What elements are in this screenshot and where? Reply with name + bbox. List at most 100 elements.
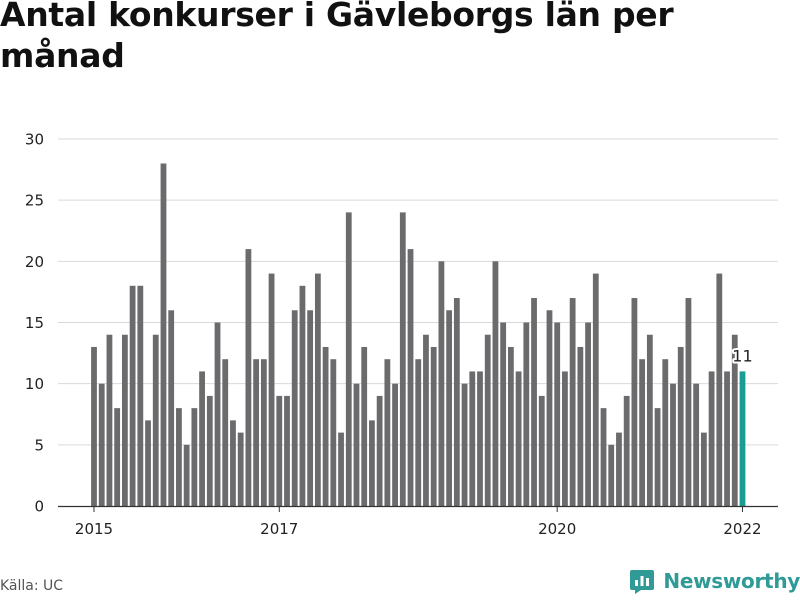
bar [345,212,352,506]
bar [338,432,344,506]
bar [546,310,553,506]
bar [538,395,545,506]
bar [453,298,460,506]
bar [268,273,275,506]
bar [299,285,306,506]
bar [98,383,105,506]
bar [446,310,453,506]
bar [708,371,715,506]
bar [438,261,445,506]
bar [152,334,159,506]
bar [137,285,144,506]
bar [700,432,707,506]
bar [222,359,229,506]
bar [114,408,121,506]
y-axis-ticks: 0 5 10 15 20 25 30 [25,131,44,516]
bar-latest [739,371,746,506]
bar [353,383,360,506]
bar [276,395,283,506]
bar [507,346,514,506]
bar [361,346,368,506]
bar [399,212,406,506]
brand-logo[interactable]: Newsworthy [629,568,800,594]
bar [384,359,391,506]
bar [199,371,205,506]
bar [369,420,375,506]
y-tick-label: 25 [25,192,44,210]
newsworthy-logo-icon [630,570,655,594]
bar [160,163,167,506]
bar [492,261,499,506]
bar [330,359,337,506]
bar [392,383,398,506]
bar [523,322,530,506]
bar [314,273,321,506]
bar [376,395,383,506]
bar [600,408,607,506]
data-labels: 11 [730,344,754,367]
bar [569,298,576,506]
x-tick-label: 2020 [538,520,576,538]
bar [554,322,561,506]
y-tick-label: 30 [25,131,44,149]
bar [245,249,252,506]
brand-name: Newsworthy [663,569,800,593]
bar [484,334,491,506]
bar [284,395,290,506]
bar [724,371,730,506]
bar [592,273,599,506]
bar [577,346,584,506]
bar [616,432,622,506]
bar [237,432,244,506]
bar [716,273,723,506]
bar [670,383,676,506]
bar [176,408,182,506]
bar [260,359,267,506]
bar [291,310,298,506]
bar [461,383,468,506]
bar [562,371,568,506]
bar [168,310,175,506]
bar [531,298,537,506]
chart-title: Antal konkurser i Gävleborgs län per mån… [0,0,674,75]
bar [608,444,615,506]
bar [585,322,591,506]
bar [430,346,437,506]
bar [145,420,151,506]
bar [677,346,684,506]
y-tick-label: 20 [25,253,44,271]
bar [515,371,522,506]
bar [654,408,661,506]
bar [500,322,507,506]
x-axis: 2015 2017 2020 2022 [58,505,778,538]
bar [322,346,329,506]
bar [646,334,653,506]
bar [183,444,190,506]
bar [731,334,738,506]
y-tick-label: 10 [25,375,44,393]
bar [230,420,236,506]
y-tick-label: 0 [34,498,44,516]
y-tick-label: 15 [25,314,44,332]
x-tick-label: 2022 [723,520,761,538]
latest-value-label: 11 [732,346,752,365]
bar [129,285,136,506]
bar [477,371,483,506]
x-tick-label: 2017 [260,520,298,538]
x-tick-label: 2015 [75,520,113,538]
bar [191,408,198,506]
bar [415,359,422,506]
bar [623,395,630,506]
bar [631,298,638,506]
bar [121,334,128,506]
bar [91,346,97,506]
bar [423,334,429,506]
y-tick-label: 5 [34,436,44,454]
bar [662,359,669,506]
bar [469,371,476,506]
bar [307,310,314,506]
bar [106,334,113,506]
bar [639,359,646,506]
bar [407,249,414,506]
